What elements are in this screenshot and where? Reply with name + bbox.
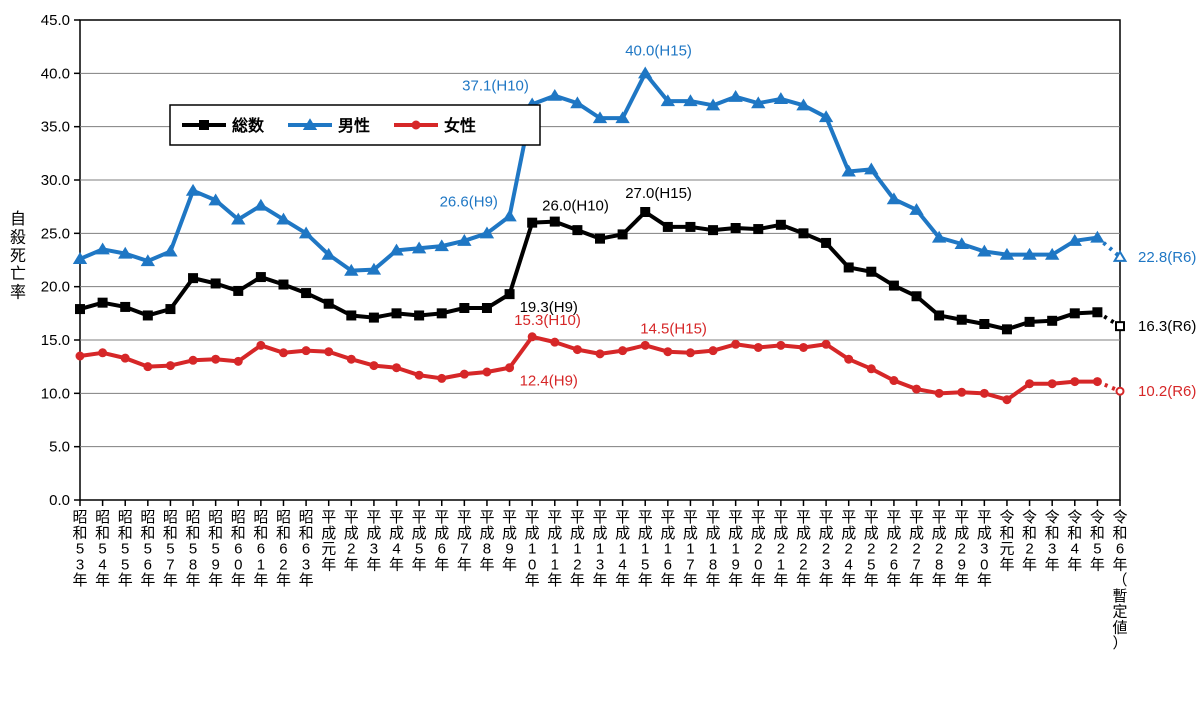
svg-text:22.8(R6): 22.8(R6): [1138, 249, 1196, 266]
svg-text:令和元年: 令和元年: [999, 509, 1014, 573]
line-chart: 0.0 5.0 10.0 15.0 20.0 25.0 30.0 35.0 40.0 45.0 昭和…: [0, 0, 1200, 719]
svg-text:平成12年: 平成12年: [570, 509, 585, 589]
svg-text:27.0(H15): 27.0(H15): [625, 185, 692, 202]
svg-text:45.0: 45.0: [41, 12, 70, 29]
svg-text:平成28年: 平成28年: [932, 509, 947, 589]
svg-text:30.0: 30.0: [41, 172, 70, 189]
svg-text:平成元年: 平成元年: [321, 509, 336, 573]
svg-text:平成30年: 平成30年: [977, 509, 992, 589]
svg-text:40.0: 40.0: [41, 65, 70, 82]
svg-text:平成25年: 平成25年: [864, 509, 879, 589]
svg-text:平成15年: 平成15年: [638, 509, 653, 589]
svg-text:平成13年: 平成13年: [592, 509, 607, 589]
svg-text:令和5年: 令和5年: [1090, 509, 1105, 573]
svg-text:平成2年: 平成2年: [344, 509, 359, 573]
svg-text:平成18年: 平成18年: [706, 509, 721, 589]
svg-text:昭和53年: 昭和53年: [72, 509, 87, 589]
svg-text:令和6年（暫定値）: 令和6年（暫定値）: [1112, 509, 1127, 652]
svg-text:25.0: 25.0: [41, 225, 70, 242]
svg-text:20.0: 20.0: [41, 279, 70, 296]
svg-text:平成3年: 平成3年: [366, 509, 381, 573]
svg-text:15.0: 15.0: [41, 332, 70, 349]
svg-text:平成4年: 平成4年: [389, 509, 404, 573]
svg-text:昭和63年: 昭和63年: [299, 509, 314, 589]
svg-text:10.0: 10.0: [41, 385, 70, 402]
svg-text:14.5(H15): 14.5(H15): [640, 320, 707, 337]
chart-container: 0.0 5.0 10.0 15.0 20.0 25.0 30.0 35.0 40.0 45.0 昭和…: [0, 0, 1200, 719]
svg-text:平成14年: 平成14年: [615, 509, 630, 589]
svg-text:平成26年: 平成26年: [886, 509, 901, 589]
svg-text:平成16年: 平成16年: [660, 509, 675, 589]
svg-text:男性: 男性: [338, 116, 370, 135]
svg-text:16.3(R6): 16.3(R6): [1138, 318, 1196, 335]
svg-text:平成7年: 平成7年: [457, 509, 472, 573]
svg-text:平成20年: 平成20年: [751, 509, 766, 589]
svg-text:平成22年: 平成22年: [796, 509, 811, 589]
svg-text:平成24年: 平成24年: [841, 509, 856, 589]
svg-text:平成10年: 平成10年: [525, 509, 540, 589]
svg-text:昭和59年: 昭和59年: [208, 509, 223, 589]
svg-text:総数: 総数: [232, 116, 265, 135]
svg-text:平成8年: 平成8年: [479, 509, 494, 573]
svg-text:昭和61年: 昭和61年: [253, 509, 268, 589]
svg-text:平成19年: 平成19年: [728, 509, 743, 589]
svg-text:40.0(H15): 40.0(H15): [625, 42, 692, 59]
svg-text:昭和56年: 昭和56年: [140, 509, 155, 589]
svg-text:37.1(H10): 37.1(H10): [462, 77, 529, 94]
svg-text:昭和55年: 昭和55年: [118, 509, 133, 589]
svg-text:平成6年: 平成6年: [434, 509, 449, 573]
svg-text:平成5年: 平成5年: [412, 509, 427, 573]
svg-text:平成21年: 平成21年: [773, 509, 788, 589]
svg-text:昭和54年: 昭和54年: [95, 509, 110, 589]
svg-text:昭和62年: 昭和62年: [276, 509, 291, 589]
svg-text:令和3年: 令和3年: [1045, 509, 1060, 573]
svg-text:自殺死亡率: 自殺死亡率: [10, 210, 26, 302]
svg-text:平成23年: 平成23年: [819, 509, 834, 589]
svg-text:女性: 女性: [444, 116, 476, 135]
svg-text:昭和57年: 昭和57年: [163, 509, 178, 589]
svg-text:平成17年: 平成17年: [683, 509, 698, 589]
svg-text:平成11年: 平成11年: [547, 509, 562, 589]
svg-text:昭和60年: 昭和60年: [231, 509, 246, 589]
svg-text:26.0(H10): 26.0(H10): [542, 198, 609, 215]
svg-text:令和2年: 令和2年: [1022, 509, 1037, 573]
svg-text:26.6(H9): 26.6(H9): [440, 193, 498, 210]
svg-text:平成29年: 平成29年: [954, 509, 969, 589]
svg-text:15.3(H10): 15.3(H10): [514, 312, 581, 329]
svg-text:平成27年: 平成27年: [909, 509, 924, 589]
svg-text:35.0: 35.0: [41, 119, 70, 136]
svg-text:0.0: 0.0: [49, 492, 70, 509]
svg-text:平成9年: 平成9年: [502, 509, 517, 573]
svg-text:12.4(H9): 12.4(H9): [520, 373, 578, 390]
svg-text:5.0: 5.0: [49, 439, 70, 456]
svg-text:令和4年: 令和4年: [1067, 509, 1082, 573]
svg-text:昭和58年: 昭和58年: [186, 509, 201, 589]
svg-text:10.2(R6): 10.2(R6): [1138, 383, 1196, 400]
